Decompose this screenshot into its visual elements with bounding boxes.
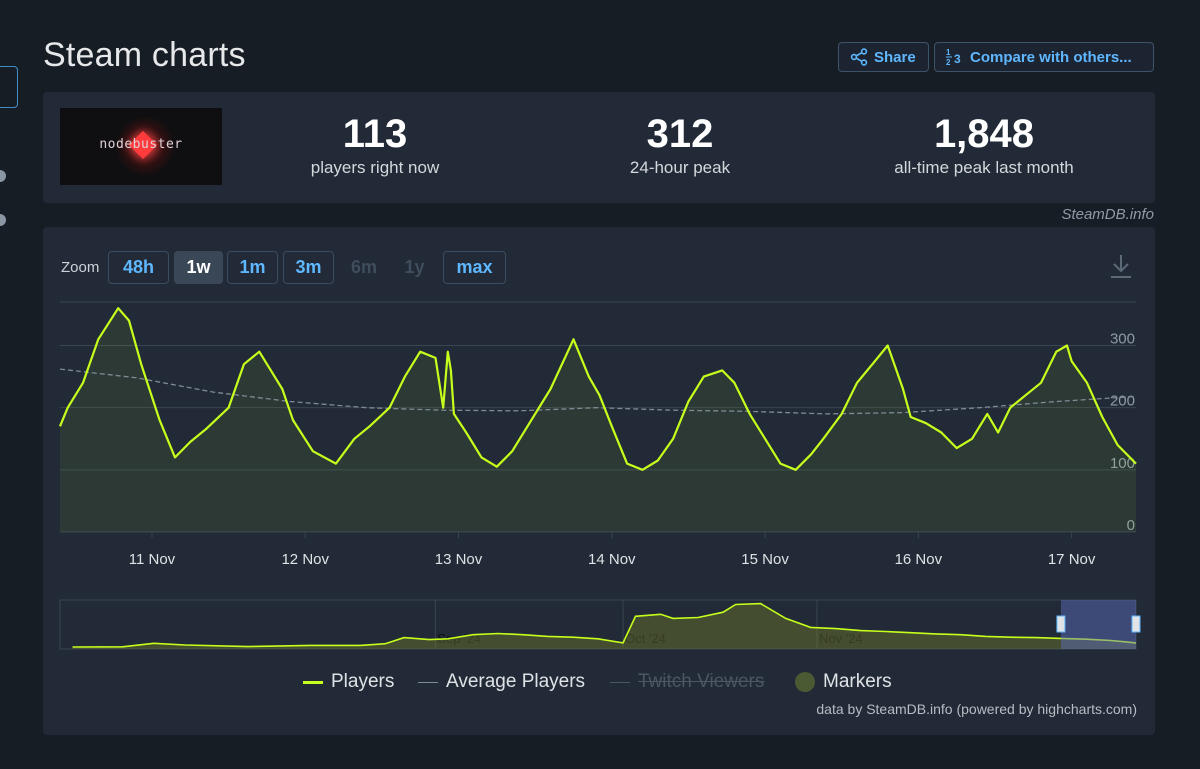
x-tick-label: 13 Nov [435,551,483,568]
chart-legend: Players Average Players Twitch Viewers M… [43,671,1155,695]
x-tick-label: 15 Nov [741,551,789,568]
navigator-line [72,602,1137,648]
legend-markers[interactable]: Markers [795,671,892,693]
stat-label: players right now [310,158,440,177]
legend-average-players[interactable]: Average Players [418,671,585,693]
stat-label: 24-hour peak [629,158,731,177]
stat-players-now: 113 players right now [245,110,505,178]
player-chart-card: Zoom 48h 1w 1m 3m 6m 1y max 0 100 200 300 11… [43,227,1155,735]
x-tick-label: 12 Nov [281,551,329,568]
legend-average-swatch [418,681,438,683]
sidebar-dot[interactable] [0,214,6,226]
share-label: Share [874,48,916,66]
x-tick-label: 17 Nov [1048,551,1096,568]
svg-text:2: 2 [946,58,951,66]
navigator-area [72,603,1136,649]
player-count-chart[interactable]: 0 100 200 300 11 Nov 12 Nov 13 Nov 14 Nov 15 Nov… [43,227,1155,667]
legend-twitch-label: Twitch Viewers [638,671,765,692]
zoom-6m-button: 6m [350,257,377,277]
sidebar-panel-edge[interactable] [0,66,18,108]
zoom-48h-button[interactable]: 48h [108,251,169,284]
stat-label: all-time peak last month [894,158,1074,177]
legend-players-label: Players [331,671,395,692]
zoom-label: Zoom [61,259,100,276]
stat-value: 1,848 [933,112,1035,156]
game-logo-text: nodebuster [99,137,183,152]
y-tick-label: 0 [1127,517,1135,534]
game-logo-image[interactable]: nodebuster [60,108,222,185]
x-tick-label: 16 Nov [895,551,943,568]
compare-label: Compare with others... [970,48,1132,66]
players-line [58,307,1137,471]
share-icon [850,48,868,66]
legend-twitch-swatch [610,681,630,683]
compare-button[interactable]: 1 2 3 Compare with others... [934,42,1154,72]
legend-markers-label: Markers [823,671,892,692]
zoom-1m-button[interactable]: 1m [227,251,278,284]
navigator-tick-label: Nov '24 [819,631,863,646]
zoom-1w-button[interactable]: 1w [174,251,223,284]
page-title: Steam charts [43,36,246,74]
y-tick-label: 300 [1110,331,1135,348]
legend-players[interactable]: Players [303,671,394,693]
chart-credit[interactable]: data by SteamDB.info (powered by highcha… [816,701,1137,717]
legend-twitch-viewers[interactable]: Twitch Viewers [610,671,764,693]
legend-markers-swatch [795,672,815,692]
share-button[interactable]: Share [838,42,929,72]
zoom-3m-button[interactable]: 3m [283,251,334,284]
game-summary-panel: nodebuster 113 players right now 312 24-… [43,92,1155,203]
stat-value: 113 [342,112,408,156]
average-players-line [59,368,1137,415]
legend-players-swatch [303,680,323,684]
x-tick-label: 11 Nov [129,551,176,568]
y-tick-label: 200 [1110,393,1135,410]
navigator-handle-left[interactable] [1056,615,1066,633]
zoom-1y-button: 1y [404,257,425,277]
stat-all-time-peak: 1,848 all-time peak last month [854,110,1114,178]
navigator-tick-label: Oct '24 [625,631,666,646]
y-tick-label: 100 [1110,455,1135,472]
svg-text:1: 1 [946,48,951,57]
download-icon[interactable] [1109,253,1133,279]
steamdb-credit[interactable]: SteamDB.info [1061,206,1154,223]
x-tick-label: 14 Nov [588,551,636,568]
stat-24h-peak: 312 24-hour peak [550,110,810,178]
stat-value: 312 [646,112,714,156]
legend-average-label: Average Players [446,671,586,692]
players-area [60,308,1136,532]
svg-text:3: 3 [954,52,961,66]
zoom-max-button[interactable]: max [443,251,506,284]
compare-icon: 1 2 3 [946,48,961,66]
sidebar-dot[interactable] [0,170,6,182]
navigator-handle-right[interactable] [1131,615,1141,633]
navigator-selection [1060,600,1136,649]
